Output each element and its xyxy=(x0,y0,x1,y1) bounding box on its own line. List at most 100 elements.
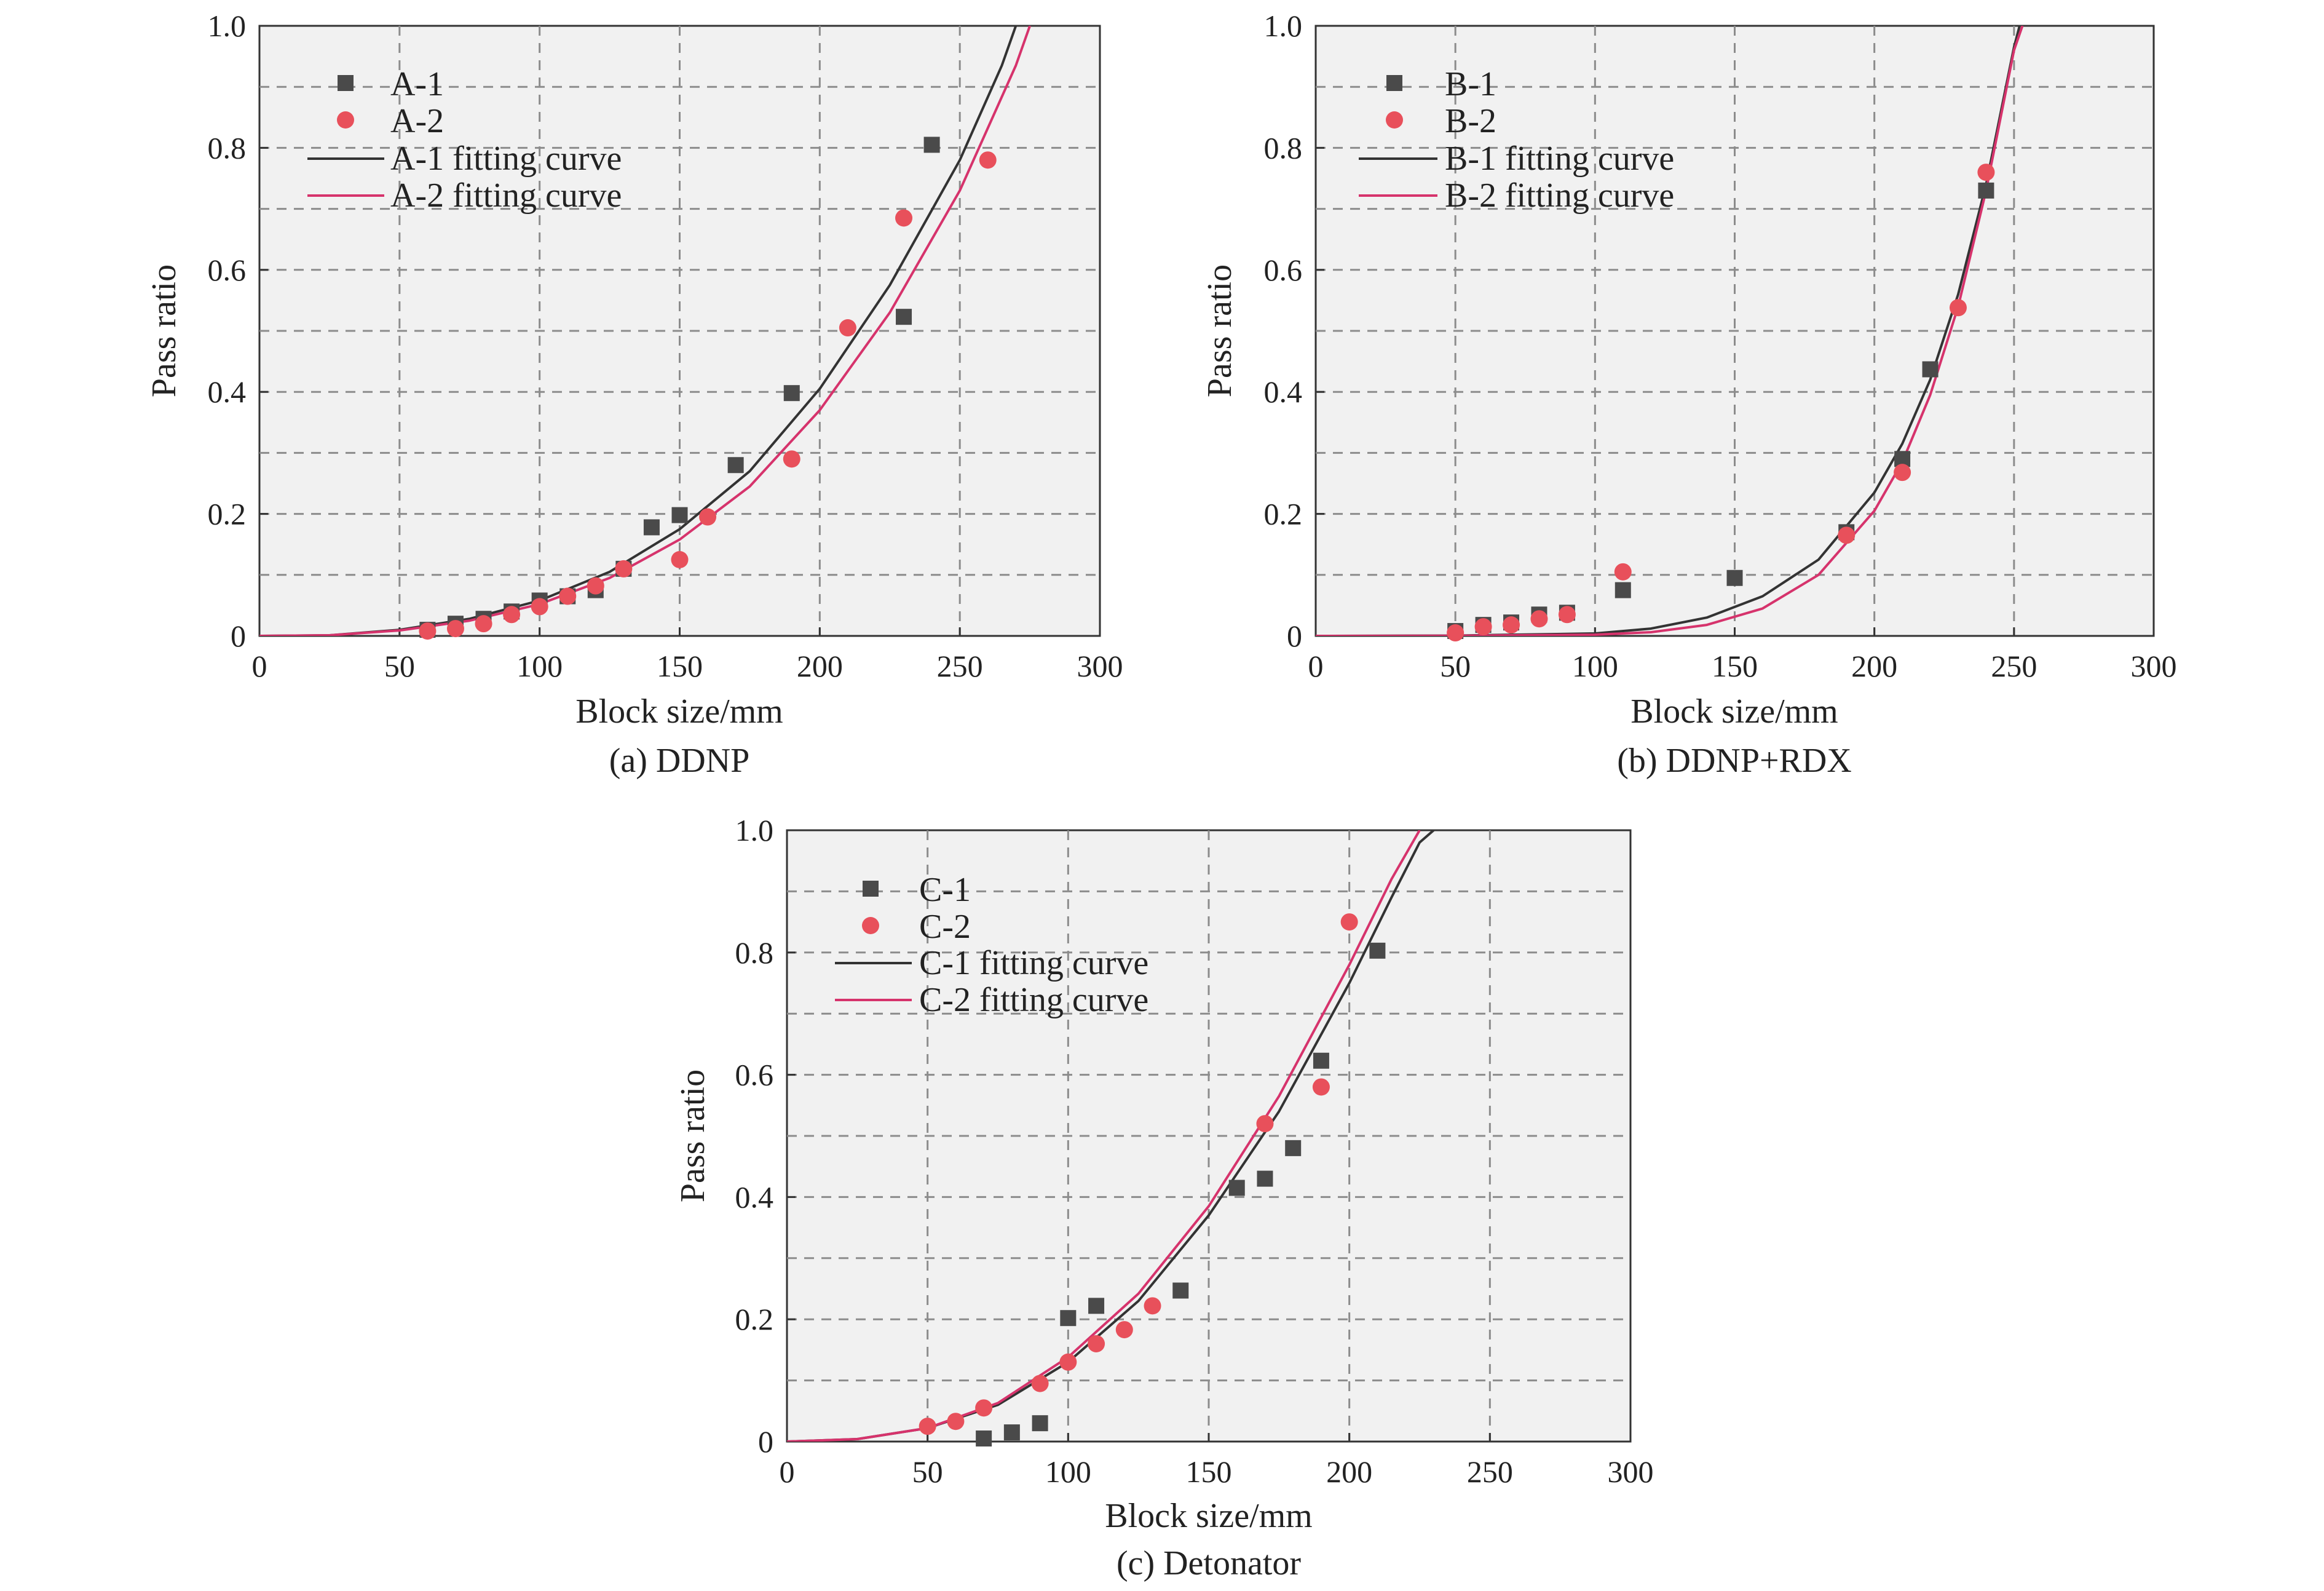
x-tick-label: 0 xyxy=(252,649,267,683)
y-tick-label: 0.8 xyxy=(735,935,774,970)
panel-a-y-axis-title: Pass ratio xyxy=(145,264,183,397)
panel-a-points xyxy=(419,137,997,640)
x-tick-label: 250 xyxy=(1467,1454,1513,1489)
data-point-b-2 xyxy=(1503,616,1520,634)
legend-marker-b-2 xyxy=(1386,111,1403,129)
panel-a: 0 50 100 150 200 250 300 0 0.2 0.4 0.6 0.8 1.0 Block… xyxy=(145,9,1123,780)
legend-label-a-1: A-1 xyxy=(390,65,444,103)
data-point-b-2 xyxy=(1614,563,1632,581)
x-tick-label: 200 xyxy=(1851,649,1897,683)
legend-label-b-1: B-1 xyxy=(1445,65,1496,103)
data-point-a-1 xyxy=(783,385,800,402)
data-point-c-1 xyxy=(1032,1415,1048,1432)
panel-b-x-axis-title: Block size/mm xyxy=(1630,692,1838,731)
data-point-c-2 xyxy=(1340,913,1358,931)
data-point-c-1 xyxy=(1172,1282,1189,1299)
panel-c-ticks: 0 50 100 150 200 250 300 0 0.2 0.4 0.6 0.8 1.0 xyxy=(735,813,1654,1489)
x-tick-label: 300 xyxy=(1608,1454,1654,1489)
y-tick-label: 0.4 xyxy=(735,1180,774,1214)
y-tick-label: 0.6 xyxy=(735,1058,774,1092)
legend-label-c-2: C-2 xyxy=(919,908,971,946)
legend-label-a-2-fit: A-2 fitting curve xyxy=(390,177,622,215)
panel-a-caption: (a) DDNP xyxy=(609,742,750,780)
panel-c-caption: (c) Detonator xyxy=(1117,1544,1301,1582)
y-tick-label: 1.0 xyxy=(1264,9,1303,43)
fit-curve-c-2 xyxy=(787,830,1421,1442)
panel-a-curves xyxy=(259,26,1031,636)
data-point-c-1 xyxy=(1088,1298,1105,1314)
data-point-c-2 xyxy=(1256,1115,1274,1133)
data-point-c-2 xyxy=(1088,1335,1105,1352)
data-point-c-2 xyxy=(919,1418,936,1435)
data-point-c-2 xyxy=(1144,1297,1161,1315)
data-point-a-2 xyxy=(446,620,464,638)
y-tick-label: 0.4 xyxy=(208,375,247,409)
y-tick-label: 0 xyxy=(1287,619,1302,653)
data-point-a-2 xyxy=(671,551,689,568)
data-point-c-1 xyxy=(976,1430,992,1447)
data-point-b-2 xyxy=(1558,606,1576,624)
data-point-a-1 xyxy=(671,507,688,523)
data-point-c-2 xyxy=(947,1413,965,1430)
x-tick-label: 0 xyxy=(780,1454,795,1489)
legend-label-b-2: B-2 xyxy=(1445,102,1496,140)
legend-label-a-2: A-2 xyxy=(390,102,444,140)
legend-label-a-1-fit: A-1 fitting curve xyxy=(390,140,622,178)
legend-label-c-1: C-1 xyxy=(919,871,971,909)
panel-a-x-axis-title: Block size/mm xyxy=(575,692,783,731)
data-point-b-2 xyxy=(1894,464,1911,482)
data-point-c-1 xyxy=(1060,1310,1077,1327)
data-point-a-2 xyxy=(839,319,856,337)
data-point-a-2 xyxy=(615,560,633,577)
data-point-b-2 xyxy=(1838,526,1856,544)
data-point-c-2 xyxy=(1031,1375,1049,1392)
panel-c: 0 50 100 150 200 250 300 0 0.2 0.4 0.6 0.8 1.0 Block… xyxy=(674,813,1654,1582)
y-tick-label: 0.2 xyxy=(1264,497,1303,531)
data-point-b-1 xyxy=(1978,182,1994,199)
data-point-a-2 xyxy=(559,587,577,605)
data-point-b-2 xyxy=(1977,164,1995,181)
x-tick-label: 50 xyxy=(912,1454,943,1489)
data-point-c-2 xyxy=(1115,1321,1133,1339)
panel-a-legend: A-1 A-2 A-1 fitting curve A-2 fitting cu… xyxy=(307,65,622,215)
panel-c-y-axis-title: Pass ratio xyxy=(674,1069,712,1202)
data-point-c-1 xyxy=(1003,1424,1020,1441)
panel-a-ticks: 0 50 100 150 200 250 300 0 0.2 0.4 0.6 0.8 1.0 xyxy=(208,9,1123,683)
panel-b-points xyxy=(1447,164,1995,642)
y-tick-label: 0.8 xyxy=(208,130,247,165)
panel-b-y-axis-title: Pass ratio xyxy=(1201,264,1239,397)
x-tick-label: 300 xyxy=(2131,649,2177,683)
x-tick-label: 300 xyxy=(1077,649,1123,683)
x-tick-label: 100 xyxy=(516,649,563,683)
data-point-b-1 xyxy=(1615,582,1631,598)
y-tick-label: 0 xyxy=(758,1424,773,1459)
legend-label-c-1-fit: C-1 fitting curve xyxy=(919,944,1148,982)
data-point-c-1 xyxy=(1313,1052,1329,1069)
data-point-a-1 xyxy=(643,519,660,536)
data-point-b-2 xyxy=(1949,299,1967,317)
panel-c-curves xyxy=(787,830,1435,1442)
panel-b: 0 50 100 150 200 250 300 0 0.2 0.4 0.6 0.8 1.0 Block… xyxy=(1201,9,2177,780)
y-tick-label: 0.2 xyxy=(735,1302,774,1336)
legend-marker-c-1 xyxy=(863,881,879,897)
data-point-b-2 xyxy=(1474,618,1492,636)
data-point-a-2 xyxy=(503,606,521,624)
data-point-b-1 xyxy=(1726,569,1743,586)
x-tick-label: 250 xyxy=(1991,649,2037,683)
panel-c-legend: C-1 C-2 C-1 fitting curve C-2 fitting cu… xyxy=(835,871,1148,1019)
data-point-a-2 xyxy=(979,151,997,169)
panel-c-grid xyxy=(787,830,1630,1442)
data-point-c-2 xyxy=(975,1399,993,1417)
data-point-a-1 xyxy=(923,137,940,153)
data-point-a-2 xyxy=(475,615,492,633)
legend-marker-a-1 xyxy=(338,75,354,91)
legend-marker-a-2 xyxy=(337,111,354,129)
x-tick-label: 150 xyxy=(1186,1454,1232,1489)
data-point-a-2 xyxy=(531,598,548,616)
y-tick-label: 0 xyxy=(231,619,246,653)
data-point-c-1 xyxy=(1257,1170,1273,1187)
x-tick-label: 50 xyxy=(1440,649,1471,683)
panel-b-ticks: 0 50 100 150 200 250 300 0 0.2 0.4 0.6 0.8 1.0 xyxy=(1264,9,2177,683)
y-tick-label: 1.0 xyxy=(735,813,774,847)
